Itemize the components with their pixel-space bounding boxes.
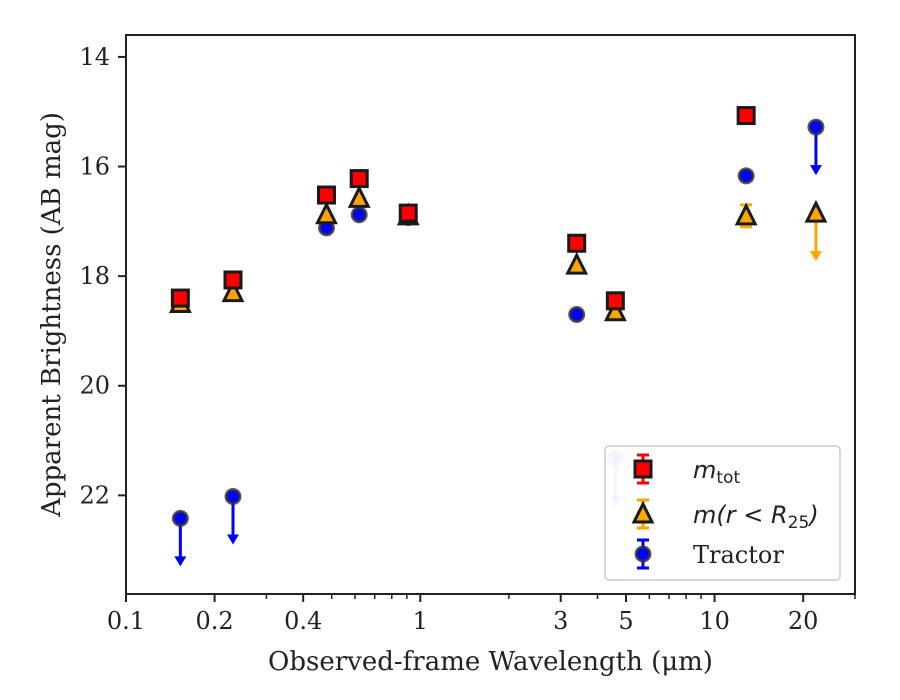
y-tick-label: 20 — [79, 372, 110, 400]
data-point-square — [398, 203, 418, 223]
data-point-triangle — [221, 279, 245, 303]
data-point-circle — [171, 509, 189, 527]
data-point-triangle — [804, 199, 828, 223]
x-tick-label: 1 — [413, 607, 428, 635]
legend-label-part: m — [693, 501, 716, 529]
data-point-circle — [737, 167, 755, 185]
data-point-square — [736, 106, 756, 126]
data-point-triangle — [603, 298, 627, 322]
data-point-triangle — [347, 184, 371, 208]
data-marks — [168, 106, 828, 567]
y-tick-label: 18 — [79, 262, 110, 290]
legend-label: m(r < R25) — [693, 501, 819, 533]
x-tick-label: 10 — [699, 607, 730, 635]
upper-limit-arrow-head — [809, 165, 822, 176]
legend-entry: m(r < R25) — [631, 498, 819, 533]
y-tick-label: 22 — [79, 481, 110, 509]
upper-limit-arrow-head — [227, 534, 240, 545]
y-tick-label: 16 — [79, 153, 110, 181]
legend-label-part: m — [693, 456, 716, 484]
legend-label: Tractor — [693, 541, 784, 569]
series-square — [170, 106, 756, 311]
x-axis-ticks: 0.1 0.2 0.4 1 3 5 10 20 — [107, 594, 856, 635]
upper-limit-arrow-head — [174, 556, 187, 567]
legend-label-part: (r < R — [716, 501, 787, 529]
series-circle — [171, 118, 825, 567]
data-point-triangle — [734, 202, 758, 226]
legend-label-part: Tractor — [693, 541, 784, 569]
x-tick-label: 3 — [553, 607, 568, 635]
x-tick-label: 20 — [788, 607, 819, 635]
legend-marker-circle — [634, 545, 652, 563]
data-point-circle — [568, 306, 586, 323]
data-point-square — [349, 169, 369, 189]
x-tick-label: 0.1 — [107, 607, 145, 635]
legend-label-part: tot — [716, 468, 740, 488]
legend-label-part: 25 — [788, 513, 810, 533]
legend-label-part: ) — [807, 501, 818, 529]
y-axis-ticks: 14 16 18 20 22 — [79, 43, 126, 509]
data-point-square — [223, 270, 243, 290]
x-tick-label: 0.4 — [284, 607, 322, 635]
x-tick-label: 5 — [618, 607, 633, 635]
legend-entry: Tractor — [634, 538, 784, 570]
legend-label: mtot — [693, 456, 740, 488]
data-point-triangle — [565, 251, 589, 275]
legend-entry: mtot — [633, 453, 740, 488]
data-point-triangle — [315, 201, 338, 225]
x-tick-label: 0.2 — [196, 607, 234, 635]
data-point-square — [170, 288, 190, 308]
legend-marker-square — [633, 459, 653, 479]
data-point-circle — [807, 118, 825, 136]
data-point-square — [567, 233, 587, 253]
data-point-square — [605, 291, 625, 311]
y-tick-label: 14 — [79, 43, 110, 71]
y-axis-title: Apparent Brightness (AB mag) — [37, 112, 67, 518]
data-point-square — [316, 185, 336, 205]
legend-box — [604, 445, 841, 581]
data-point-circle — [350, 206, 368, 224]
x-axis-title: Observed-frame Wavelength (μm) — [268, 647, 713, 677]
upper-limit-arrow-head — [809, 251, 822, 262]
data-point-circle — [224, 487, 242, 505]
plot-frame — [125, 34, 856, 595]
legend-marker-triangle — [631, 500, 655, 524]
